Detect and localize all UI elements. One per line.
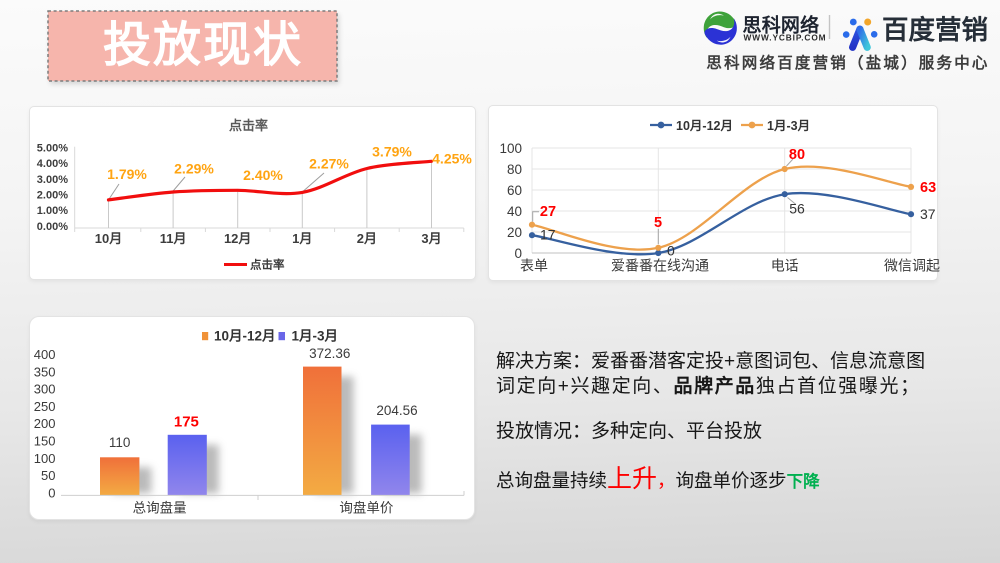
svg-text:100: 100 <box>34 451 56 466</box>
svg-text:0.00%: 0.00% <box>37 221 68 233</box>
svg-text:点击率: 点击率 <box>250 258 285 272</box>
svg-text:电话: 电话 <box>771 258 799 274</box>
svg-text:3月: 3月 <box>421 231 441 246</box>
svg-text:56: 56 <box>789 201 805 217</box>
svg-text:百度营销: 百度营销 <box>882 15 988 45</box>
svg-text:爱番番在线沟通: 爱番番在线沟通 <box>611 258 709 274</box>
svg-text:40: 40 <box>507 204 522 219</box>
svg-text:1.00%: 1.00% <box>37 205 68 217</box>
svg-text:63: 63 <box>920 180 936 196</box>
svg-text:204.56: 204.56 <box>376 403 417 418</box>
svg-text:0: 0 <box>667 243 675 259</box>
svg-text:1.79%: 1.79% <box>107 166 147 182</box>
svg-text:0: 0 <box>48 485 55 500</box>
svg-text:微信调起: 微信调起 <box>884 258 940 274</box>
svg-text:27: 27 <box>540 204 556 220</box>
svg-text:2.29%: 2.29% <box>174 161 214 177</box>
svg-text:200: 200 <box>34 416 56 431</box>
svg-text:表单: 表单 <box>520 258 548 274</box>
svg-text:80: 80 <box>789 147 805 163</box>
svg-text:1月-3月: 1月-3月 <box>767 119 810 133</box>
svg-text:50: 50 <box>41 468 55 483</box>
svg-text:4.25%: 4.25% <box>432 151 472 167</box>
svg-text:3.79%: 3.79% <box>372 144 412 160</box>
svg-text:询盘单价: 询盘单价 <box>339 500 393 516</box>
svg-text:0: 0 <box>514 246 522 261</box>
svg-text:WWW.YCBIP.COM: WWW.YCBIP.COM <box>744 33 827 43</box>
svg-text:思科网络: 思科网络 <box>743 14 820 37</box>
svg-text:110: 110 <box>109 435 131 450</box>
svg-text:2.40%: 2.40% <box>243 167 283 183</box>
svg-text:4.00%: 4.00% <box>37 158 68 170</box>
svg-text:3.00%: 3.00% <box>37 174 68 186</box>
svg-text:点击率: 点击率 <box>229 118 268 133</box>
svg-text:372.36: 372.36 <box>309 346 350 361</box>
svg-text:175: 175 <box>174 414 199 431</box>
svg-text:20: 20 <box>507 225 522 240</box>
svg-text:100: 100 <box>499 141 522 156</box>
svg-text:总询盘量: 总询盘量 <box>133 500 187 516</box>
svg-text:1月: 1月 <box>292 231 312 246</box>
svg-text:11月: 11月 <box>160 231 187 246</box>
svg-text:150: 150 <box>34 434 56 449</box>
svg-text:2.27%: 2.27% <box>309 156 349 172</box>
svg-text:2.00%: 2.00% <box>37 190 68 202</box>
svg-text:350: 350 <box>34 364 56 379</box>
svg-text:10月: 10月 <box>95 231 122 246</box>
svg-text:1月-3月: 1月-3月 <box>292 329 339 344</box>
svg-text:17: 17 <box>540 227 556 243</box>
svg-text:60: 60 <box>507 183 522 198</box>
svg-text:400: 400 <box>34 347 56 362</box>
svg-text:5.00%: 5.00% <box>37 142 68 154</box>
svg-text:10月-12月: 10月-12月 <box>676 119 733 133</box>
svg-text:37: 37 <box>920 206 936 222</box>
svg-text:12月: 12月 <box>224 231 251 246</box>
svg-text:10月-12月: 10月-12月 <box>214 329 276 344</box>
svg-text:250: 250 <box>34 399 56 414</box>
svg-text:5: 5 <box>654 215 662 231</box>
svg-text:300: 300 <box>34 382 56 397</box>
svg-text:80: 80 <box>507 162 522 177</box>
svg-text:2月: 2月 <box>357 231 377 246</box>
